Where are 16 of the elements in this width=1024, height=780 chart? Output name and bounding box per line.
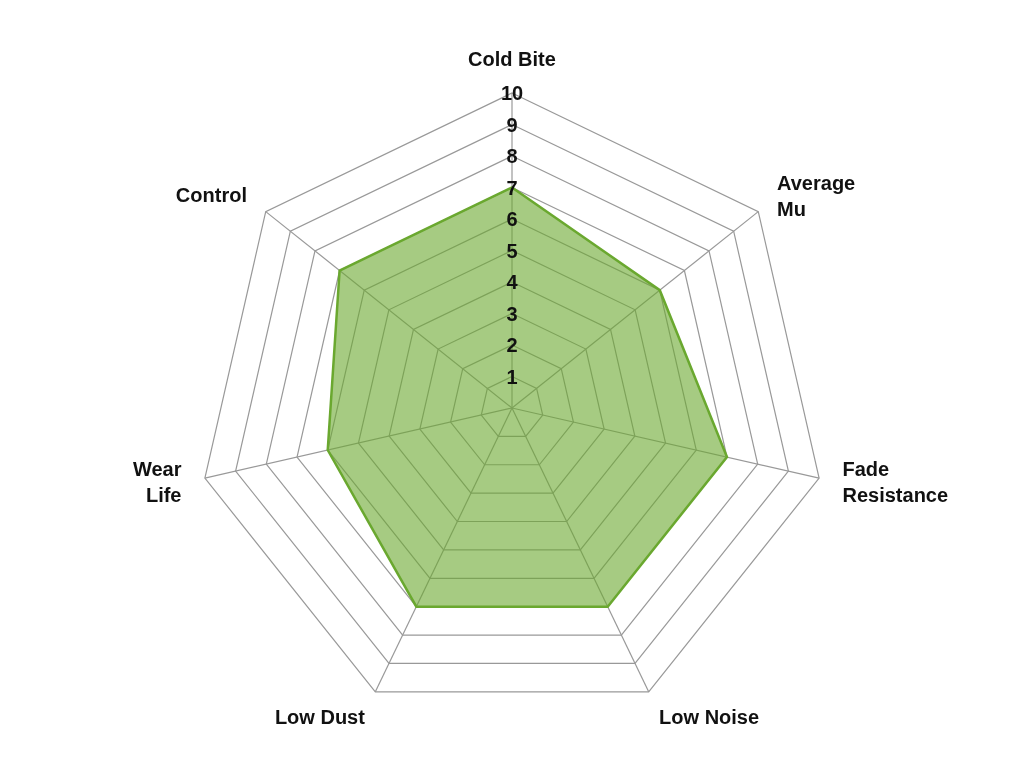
y-tick-label: 6 <box>506 208 518 230</box>
y-tick-label: 3 <box>506 302 518 325</box>
y-tick-label: 8 <box>506 145 518 167</box>
y-tick-label: 4 <box>506 271 519 293</box>
y-tick-label: 2 <box>506 334 518 356</box>
spoke-label: Average Mu <box>777 171 856 220</box>
y-tick-label: 9 <box>506 113 518 136</box>
spoke-label: Wear Life <box>132 458 182 507</box>
y-tick-label: 1 <box>506 365 518 388</box>
spoke-label: Cold Bite <box>468 48 556 70</box>
spoke-label: Fade Resistance <box>842 458 949 507</box>
y-tick-label: 5 <box>506 239 518 262</box>
spoke-label: Low Noise <box>659 706 760 729</box>
y-tick-label: 10 <box>500 82 524 104</box>
spoke-label: Low Dust <box>274 706 366 729</box>
spoke-label: Control <box>175 183 247 206</box>
